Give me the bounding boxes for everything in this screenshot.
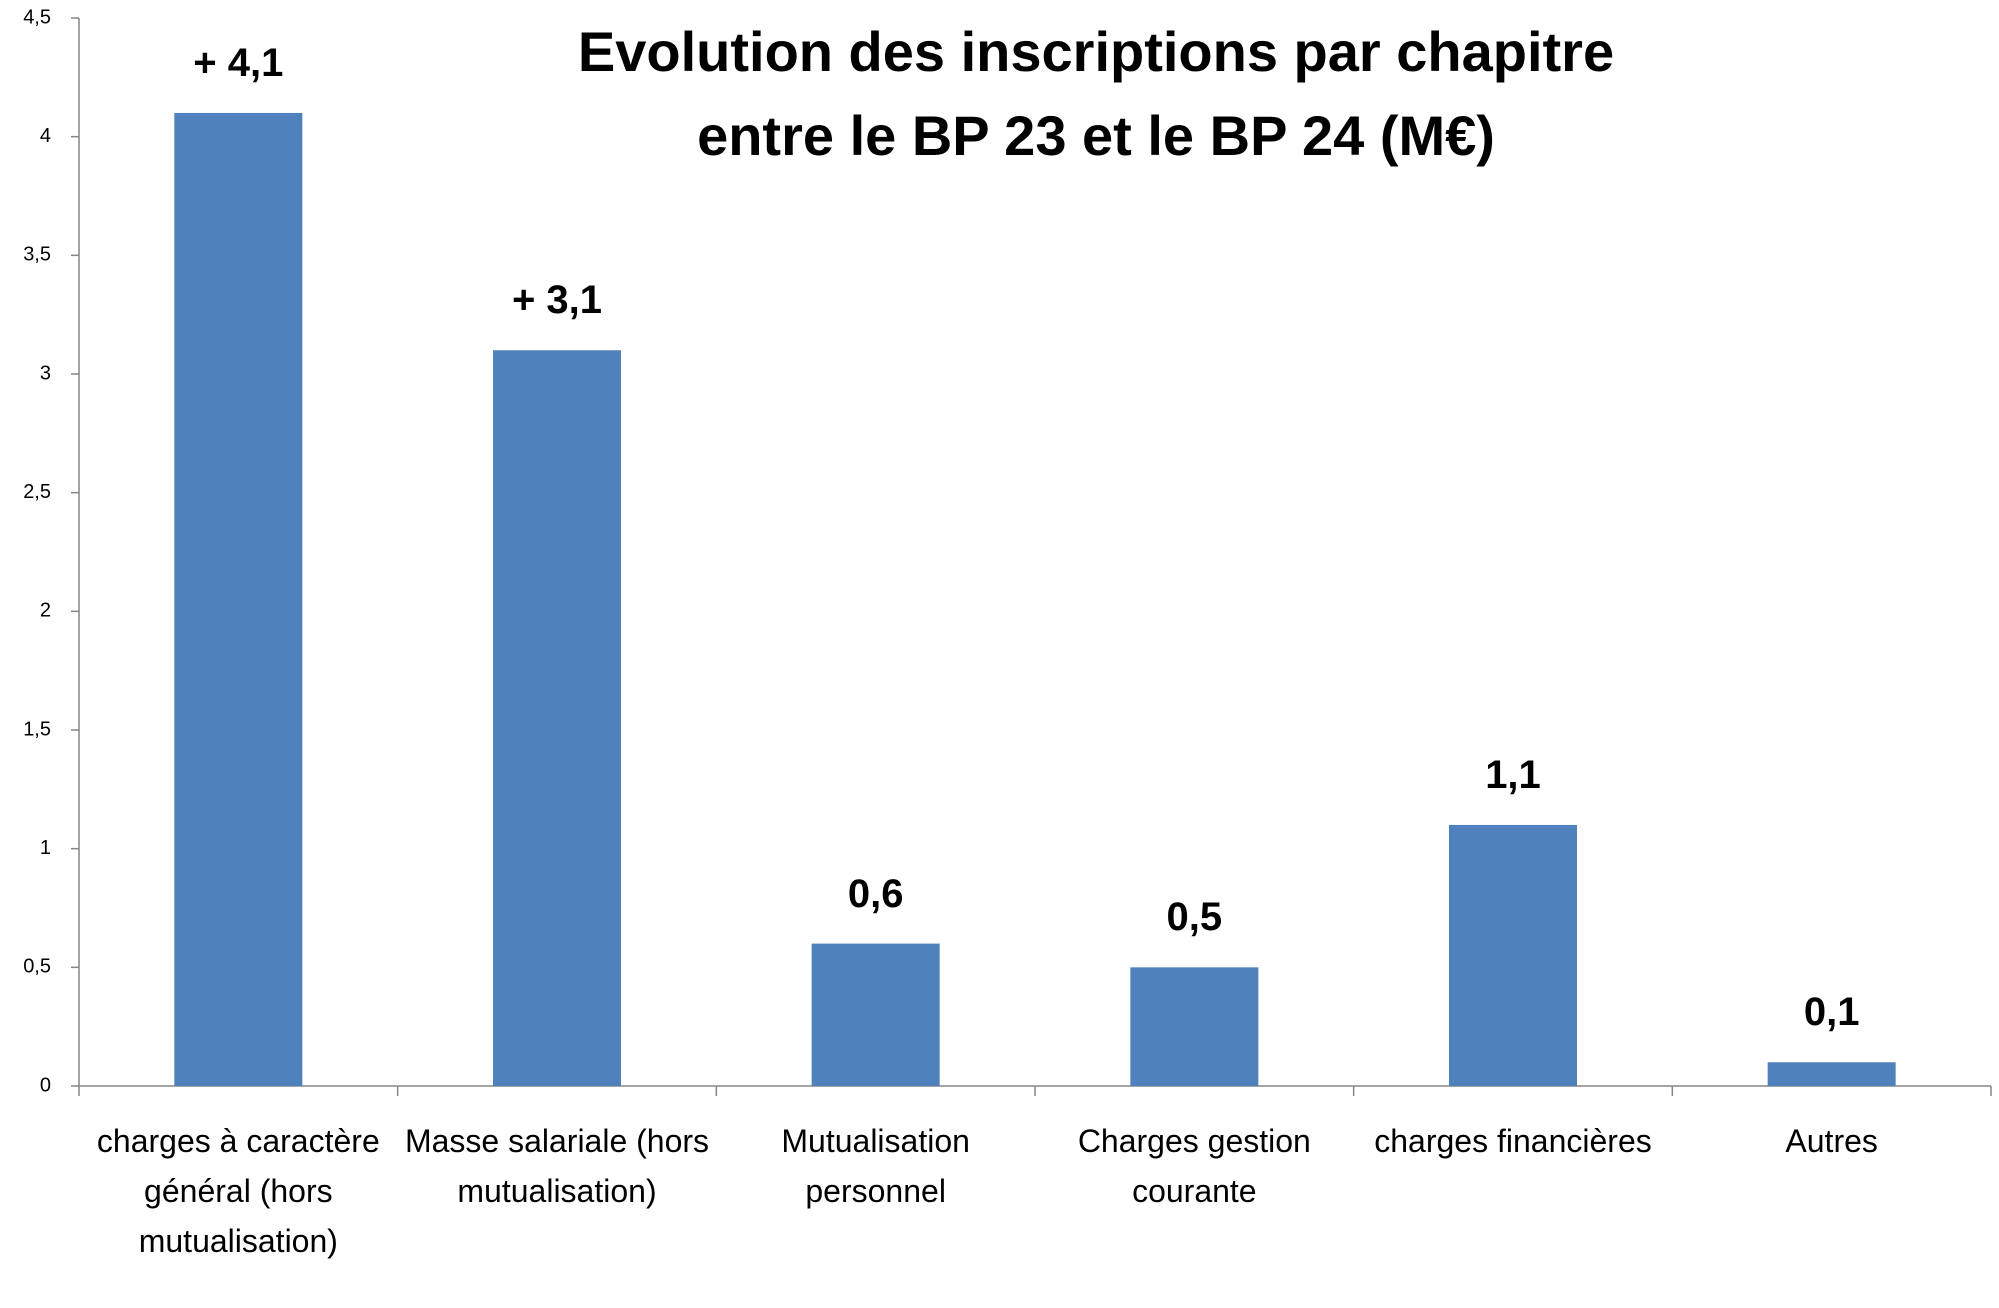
value-label: + 4,1 [193,40,284,85]
y-tick-label: 0 [40,1074,51,1096]
x-tick-label: Charges gestion courante [1077,1123,1311,1209]
y-tick-label: 1,5 [23,718,51,740]
y-tick-label: 3,5 [23,244,51,266]
value-label: 1,1 [1485,752,1541,797]
x-tick-label: Mutualisation personnel [781,1123,970,1209]
value-label: 0,6 [847,871,904,916]
bar [1130,967,1259,1086]
y-tick-label: 0,5 [23,956,51,978]
bar [811,943,940,1086]
value-label: 0,1 [1803,990,1860,1035]
y-tick-label: 2,5 [23,481,51,503]
x-tick-label: Autres [1785,1123,1878,1159]
x-tick-label: charges financières [1374,1123,1652,1159]
x-tick-label: charges à caractère général (hors mutual… [96,1123,380,1259]
y-tick-label: 4 [40,125,51,147]
value-label: + 3,1 [511,278,603,323]
bar [493,350,621,1086]
y-tick-label: 3 [40,362,51,384]
bar [174,112,303,1086]
value-label: 0,5 [1166,895,1223,940]
y-tick-label: 4,5 [23,6,51,28]
bar [1449,824,1577,1086]
y-tick-label: 1 [40,837,51,859]
chart-title: Evolution des inscriptions par chapitre … [577,20,1615,167]
bar [1767,1062,1896,1086]
x-tick-label: Masse salariale (hors mutualisation) [404,1123,710,1209]
y-tick-label: 2 [40,600,51,622]
